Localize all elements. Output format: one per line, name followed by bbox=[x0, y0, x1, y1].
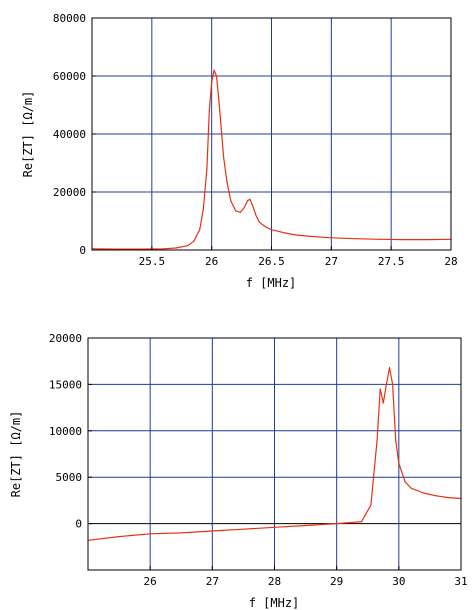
data-point bbox=[423, 492, 425, 494]
data-point bbox=[211, 530, 213, 532]
x-tick-label: 26 bbox=[144, 575, 157, 588]
data-point bbox=[294, 234, 297, 236]
data-point bbox=[258, 221, 261, 224]
data-point bbox=[255, 214, 257, 216]
data-point bbox=[213, 69, 215, 71]
data-point bbox=[218, 98, 220, 100]
ticks-top bbox=[92, 17, 452, 251]
data-point bbox=[264, 226, 267, 228]
series-line bbox=[91, 69, 452, 250]
y-tick-label: 20000 bbox=[49, 332, 82, 345]
x-tick-label: 30 bbox=[392, 575, 405, 588]
x-tick-label: 26.5 bbox=[258, 255, 285, 268]
data-point bbox=[199, 229, 201, 231]
data-point bbox=[379, 388, 381, 390]
data-point bbox=[115, 248, 117, 250]
data-point bbox=[175, 247, 177, 249]
x-tick-label: 26 bbox=[205, 255, 218, 268]
chart-bottom: 26 27 28 29 30 31 0 5000 10000 15000 20000 f [MHz]… bbox=[9, 332, 468, 610]
data-point bbox=[404, 481, 406, 483]
data-point bbox=[243, 207, 245, 209]
data-point bbox=[226, 182, 228, 184]
x-tick-label: 28 bbox=[444, 255, 457, 268]
ticks-bottom bbox=[88, 337, 462, 570]
data-point bbox=[239, 211, 241, 213]
data-point bbox=[306, 235, 308, 237]
data-point bbox=[118, 535, 120, 538]
data-point bbox=[392, 383, 394, 385]
data-point bbox=[220, 127, 222, 129]
data-point bbox=[208, 110, 210, 112]
data-point bbox=[206, 168, 208, 170]
data-point bbox=[360, 521, 363, 523]
grid-top bbox=[92, 18, 451, 250]
x-axis-title-top: f [MHz] bbox=[246, 276, 297, 290]
x-tick-label: 27 bbox=[325, 255, 338, 268]
y-axis-title-top: Re[ZT] [Ω/m] bbox=[21, 91, 35, 178]
data-point bbox=[376, 439, 378, 441]
y-tick-label: 10000 bbox=[49, 425, 82, 438]
data-point bbox=[354, 238, 356, 240]
tick-labels-bottom: 26 27 28 29 30 31 0 5000 10000 15000 20000 bbox=[49, 332, 468, 588]
data-point bbox=[211, 81, 213, 83]
y-axis-title-bottom: Re[ZT] [Ω/m] bbox=[9, 411, 23, 498]
data-point bbox=[382, 402, 384, 404]
x-tick-label: 25.5 bbox=[139, 255, 166, 268]
data-point bbox=[398, 462, 400, 464]
data-point bbox=[251, 204, 253, 206]
data-point bbox=[235, 210, 237, 212]
data-point bbox=[282, 232, 285, 234]
data-point bbox=[270, 229, 273, 231]
data-point bbox=[378, 238, 380, 240]
data-point bbox=[223, 156, 225, 158]
data-point bbox=[410, 487, 412, 489]
data-point bbox=[370, 504, 372, 506]
data-point bbox=[230, 200, 232, 202]
x-tick-label: 27.5 bbox=[378, 255, 405, 268]
data-point bbox=[385, 383, 387, 385]
data-point bbox=[242, 528, 245, 530]
data-point bbox=[246, 200, 249, 202]
data-point bbox=[447, 497, 450, 499]
x-tick-label: 27 bbox=[206, 575, 219, 588]
y-tick-label: 5000 bbox=[56, 471, 83, 484]
y-tick-label: 0 bbox=[75, 518, 82, 531]
y-tick-label: 80000 bbox=[53, 12, 86, 25]
data-point bbox=[336, 523, 338, 525]
y-tick-label: 20000 bbox=[53, 186, 86, 199]
data-point bbox=[395, 439, 397, 441]
x-tick-label: 28 bbox=[268, 575, 281, 588]
x-axis-title-bottom: f [MHz] bbox=[249, 596, 300, 610]
data-point bbox=[163, 248, 165, 250]
chart-top: 25.5 26 26.5 27 27.5 28020000400006000080000 … bbox=[21, 12, 458, 290]
y-tick-label: 0 bbox=[79, 244, 86, 257]
data-point bbox=[139, 248, 141, 250]
data-point bbox=[180, 532, 182, 534]
data-point bbox=[304, 524, 307, 527]
x-tick-label: 31 bbox=[454, 575, 467, 588]
data-point bbox=[249, 198, 251, 200]
data-point bbox=[273, 526, 276, 528]
data-point bbox=[388, 367, 391, 369]
y-tick-label: 40000 bbox=[53, 128, 86, 141]
x-tick-label: 29 bbox=[330, 575, 343, 588]
tick-labels-top: 25.5 26 26.5 27 27.5 28 0 20000 40000 60000 80000 bbox=[53, 12, 458, 268]
y-tick-label: 60000 bbox=[53, 70, 86, 83]
data-point bbox=[426, 238, 428, 241]
y-tick-label: 15000 bbox=[49, 378, 82, 391]
data-point bbox=[187, 245, 189, 247]
data-point bbox=[215, 75, 218, 77]
data-point bbox=[193, 240, 195, 242]
data-point bbox=[435, 495, 437, 497]
data-point bbox=[149, 533, 151, 535]
data-point bbox=[402, 238, 404, 241]
data-point bbox=[330, 237, 332, 239]
data-point bbox=[202, 208, 204, 210]
